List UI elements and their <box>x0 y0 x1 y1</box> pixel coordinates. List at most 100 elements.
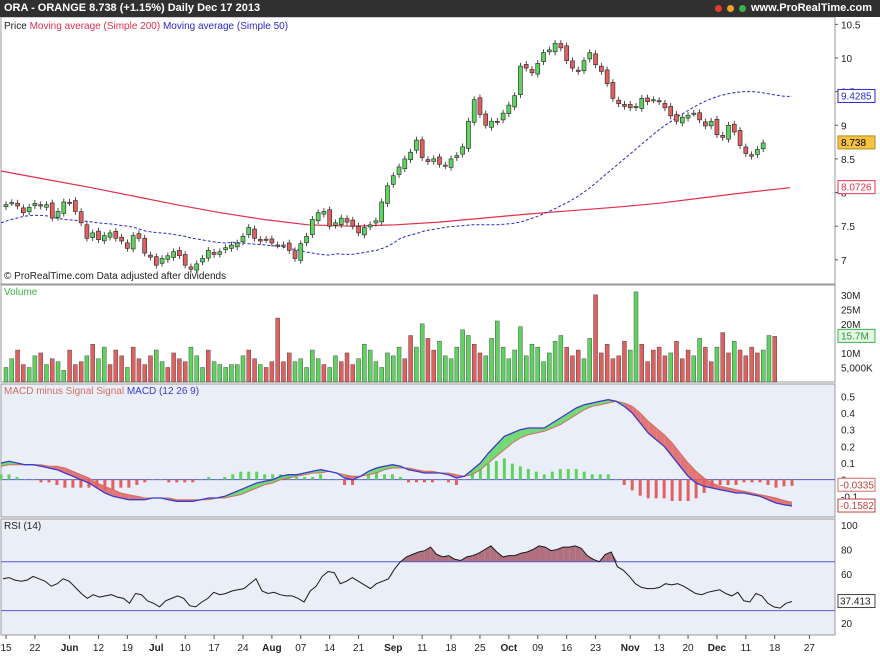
candle-body <box>206 250 211 259</box>
ma200-line <box>0 170 791 227</box>
candle-body <box>639 98 645 109</box>
candle-body <box>223 247 228 251</box>
volume-tick-label: 30M <box>841 291 860 302</box>
volume-bar <box>628 349 633 383</box>
volume-bar <box>339 361 344 383</box>
candle-body <box>327 209 332 227</box>
volume-bar <box>708 361 714 383</box>
rsi-overbought-fill <box>611 551 618 562</box>
volume-bar <box>44 364 49 383</box>
candle-body <box>691 112 697 115</box>
macd-fill-band <box>96 483 105 493</box>
macd-line <box>0 399 793 507</box>
status-dot-icon <box>714 4 722 12</box>
candle-body <box>32 203 38 207</box>
candle-body <box>731 123 737 133</box>
volume-bar <box>656 346 662 383</box>
rsi-overbought-fill <box>526 549 534 562</box>
x-tick-label: 15 <box>0 643 12 654</box>
rsi-value-tag: 37.413 <box>840 597 871 608</box>
price-tick-label: 10 <box>841 54 853 65</box>
macd-histogram-bar <box>758 479 762 483</box>
candle-body <box>570 60 575 69</box>
rsi-overbought-fill <box>406 554 413 562</box>
volume-bar <box>425 338 431 383</box>
rsi-overbought-fill <box>533 545 540 562</box>
macd-histogram-bar <box>742 479 746 483</box>
rsi-tick-label: 80 <box>841 546 853 557</box>
macd-histogram-bar <box>734 479 738 485</box>
candle-body <box>494 120 500 123</box>
volume-bar <box>633 291 639 383</box>
rsi-overbought-fill <box>430 547 437 562</box>
macd-hist-tag: -0.0335 <box>840 480 874 491</box>
macd-histogram-bar <box>215 479 219 481</box>
macd-histogram-bar <box>558 469 562 480</box>
macd-histogram-bar <box>151 479 155 481</box>
candle-body <box>679 116 685 124</box>
candle-body <box>49 202 55 219</box>
candle-body <box>310 219 315 235</box>
volume-bar <box>564 346 569 383</box>
rsi-overbought-fill <box>557 547 564 562</box>
volume-bar <box>310 349 315 383</box>
volume-bar <box>367 349 373 383</box>
macd-fill-band <box>504 433 513 450</box>
candle-body <box>350 219 356 227</box>
macd-histogram-bar <box>726 479 730 485</box>
macd-histogram-bar <box>518 466 522 480</box>
last-price-tag: 8.738 <box>841 138 866 149</box>
candle-body <box>188 266 194 270</box>
candle-body <box>414 139 419 151</box>
x-tick-label: Oct <box>501 643 518 654</box>
macd-fill-band <box>480 453 489 470</box>
volume-bar <box>182 361 188 383</box>
macd-histogram-bar <box>207 477 211 480</box>
volume-bar <box>552 341 558 383</box>
macd-histogram-bar <box>47 479 51 483</box>
volume-bar <box>622 341 627 383</box>
macd-value-tag-box <box>837 498 876 513</box>
brand-link[interactable]: www.ProRealTime.com <box>714 2 872 14</box>
volume-bar <box>142 364 147 383</box>
macd-histogram-bar <box>103 479 107 491</box>
rsi-overbought-fill <box>551 549 558 562</box>
volume-bar <box>743 355 749 383</box>
candle-body <box>518 65 523 95</box>
volume-bar <box>570 355 575 383</box>
macd-histogram-bar <box>383 474 387 480</box>
volume-bar <box>292 361 298 383</box>
candle-body <box>130 235 136 250</box>
volume-bar <box>38 352 43 383</box>
volume-bar <box>194 355 199 383</box>
candle-body <box>315 212 321 222</box>
candle-body <box>425 159 431 162</box>
candle-body <box>651 99 656 102</box>
candle-body <box>90 232 95 238</box>
candle-body <box>737 130 743 146</box>
macd-histogram-bar <box>718 479 722 485</box>
candle-body <box>523 64 529 69</box>
macd-histogram-bar <box>630 479 634 491</box>
rsi-overbought-fill <box>418 550 425 562</box>
macd-histogram-bar <box>574 469 578 480</box>
candle-body <box>252 228 257 239</box>
macd-histogram-bar <box>782 479 786 487</box>
candle-body <box>627 104 633 109</box>
x-tick-label: 21 <box>353 643 365 654</box>
rsi-overbought-fill <box>448 555 455 562</box>
volume-bar <box>78 361 84 383</box>
candle-body <box>3 204 9 207</box>
macd-fill-band <box>64 468 73 477</box>
candle-body <box>275 244 280 247</box>
volume-bar <box>535 346 540 383</box>
macd-histogram-bar <box>550 471 554 480</box>
macd-histogram-bar <box>239 471 243 480</box>
volume-bar <box>419 323 425 383</box>
macd-fill-band <box>704 478 713 488</box>
brand-label: www.ProRealTime.com <box>750 2 872 14</box>
volume-legend: Volume <box>4 287 38 298</box>
macd-histogram-bar <box>582 471 586 480</box>
macd-histogram-bar <box>454 479 458 485</box>
